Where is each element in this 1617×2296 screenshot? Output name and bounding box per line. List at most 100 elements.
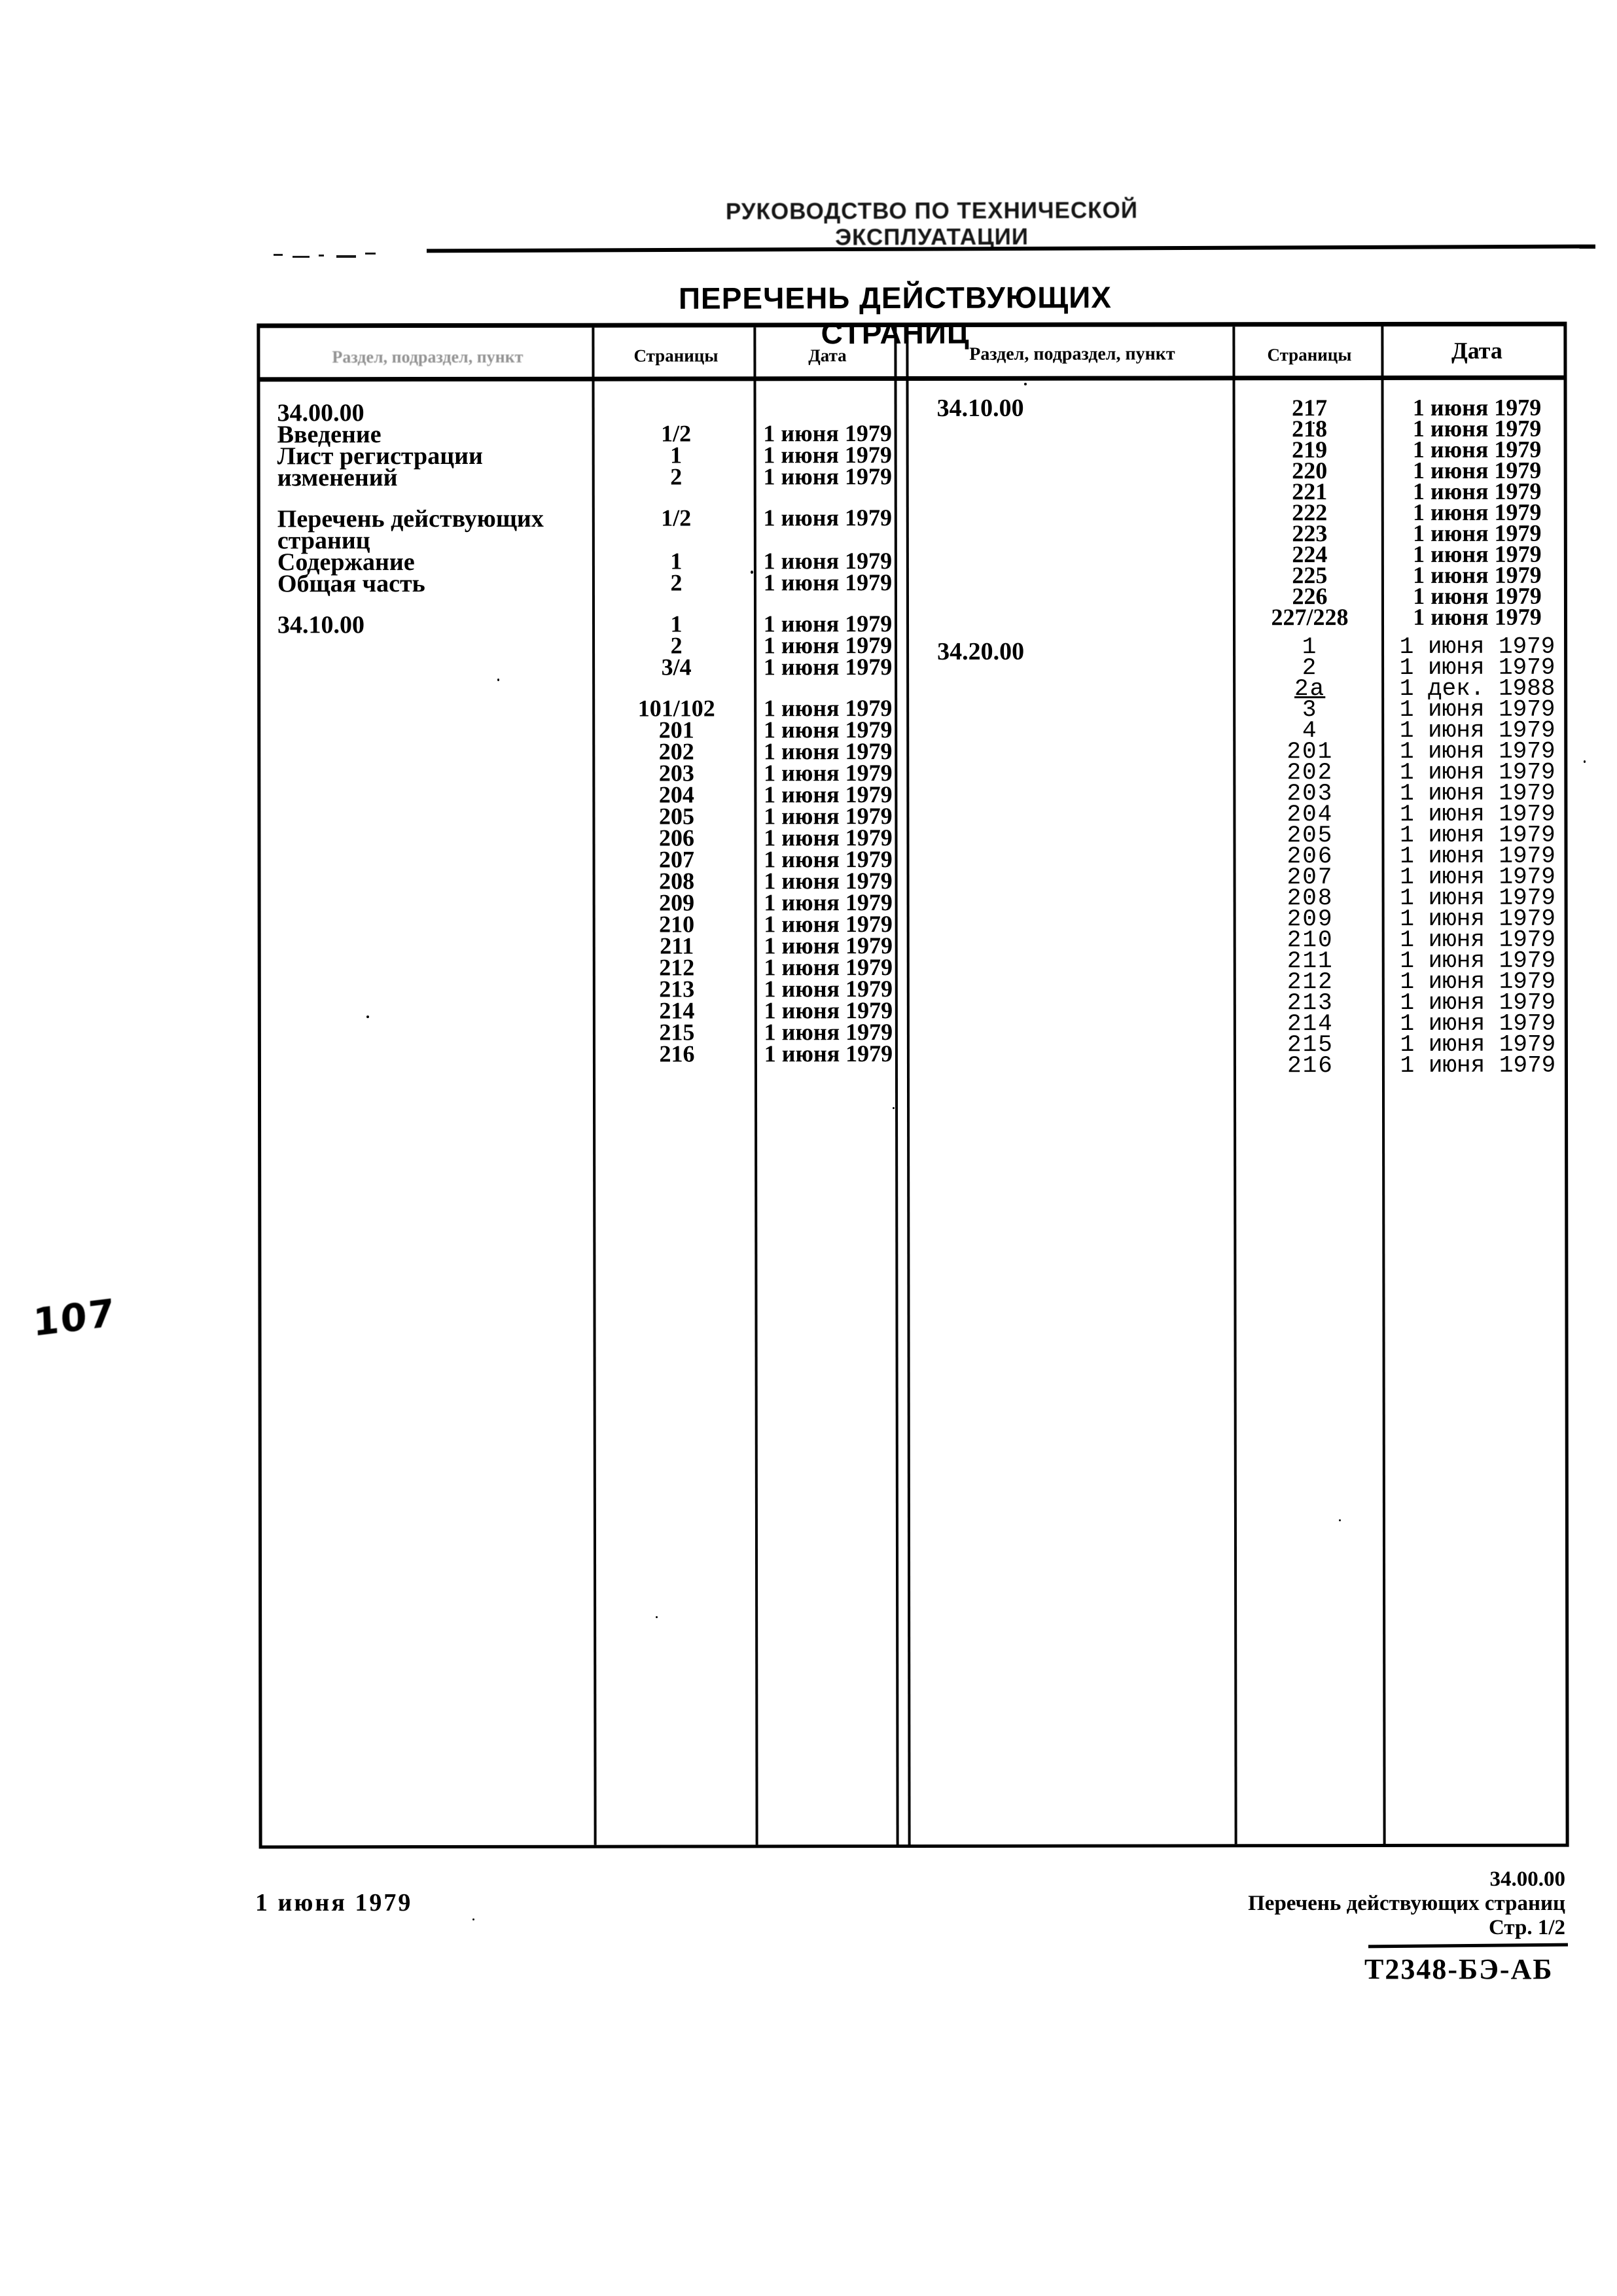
cell-section [912, 699, 1235, 721]
cell-section [912, 825, 1235, 847]
cell-date: 1 июня 1979 [763, 695, 893, 722]
cell-section: Общая часть [277, 570, 425, 598]
cell-date: 1 июня 1979 [764, 911, 893, 938]
footer-rule [1368, 1943, 1569, 1949]
cell-section [913, 951, 1236, 972]
cell-section: страниц [277, 527, 370, 555]
cell-section: 34.10.00 [277, 611, 365, 639]
cell-pages: 213 [659, 976, 695, 1002]
cell-section [913, 867, 1236, 889]
cell-date: 1 июня 1979 [763, 654, 893, 680]
scan-speck [366, 1016, 369, 1018]
cell-pages: 214 [659, 997, 695, 1024]
cell-section [912, 502, 1235, 523]
scan-speck [893, 1107, 895, 1109]
cell-date: 1 июня 1979 [764, 932, 893, 959]
cell-date: 1 июня 1979 [764, 889, 893, 916]
cell-section: 34.20.00 [937, 637, 1025, 665]
header-rule-dash [336, 255, 356, 258]
cell-section [260, 695, 595, 717]
table-row: 204 1 июня 1979 [260, 781, 898, 808]
cell-pages: 1/2 [661, 504, 692, 531]
cell-section [913, 888, 1236, 910]
footer-page-ref: Стр. 1/2 [1488, 1916, 1565, 1939]
header-rule-dash [274, 254, 283, 256]
cell-section [261, 1040, 596, 1063]
cell-pages: 208 [659, 868, 695, 894]
table-row: 216 1 июня 1979 [913, 1051, 1571, 1080]
cell-date: 1 июня 1979 [764, 824, 893, 851]
table-row: 2 1 июня 1979 [260, 631, 898, 659]
table-row: 208 1 июня 1979 [261, 867, 899, 894]
cell-pages: 212 [659, 954, 695, 981]
cell-section [260, 824, 595, 847]
cell-pages: 215 [659, 1019, 695, 1046]
table-row: 227/228 1 июня 1979 [912, 604, 1571, 631]
cell-date: 1 июня 1979 [764, 976, 893, 1002]
cell-pages: 227/228 [1271, 604, 1349, 631]
cell-date: 1 июня 1979 [764, 738, 893, 765]
footer-date: 1 июня 1979 [255, 1889, 413, 1916]
cell-date: 1 июня 1979 [1400, 1051, 1556, 1079]
scan-speck [1024, 383, 1027, 385]
header-rule-dash [293, 256, 310, 258]
cell-date: 1 июня 1979 [763, 420, 892, 447]
scan-speck [497, 679, 499, 681]
table-row: страниц [260, 525, 898, 555]
cell-section: изменений [277, 464, 398, 492]
cell-date: 1 июня 1979 [764, 868, 893, 894]
cell-section [913, 972, 1236, 993]
cell-section [912, 658, 1235, 679]
cell-date [757, 525, 898, 547]
table-row: 203 1 июня 1979 [260, 759, 898, 786]
cell-pages: 101/102 [637, 695, 715, 722]
table-right-panel-rows: 34.10.00 217 1 июня 1979 218 1 июня 1979 219 1… [912, 380, 1571, 1080]
header-rule-dash [319, 255, 324, 256]
running-header: РУКОВОДСТВО ПО ТЕХНИЧЕСКОЙ ЭКСПЛУАТАЦИИ [725, 197, 1139, 251]
table-row: 212 1 июня 1979 [261, 953, 899, 981]
row-group: 34.00.00 Введение 1/2 1 июня 1979 Лист регис… [260, 398, 898, 492]
cell-section [912, 565, 1235, 586]
table-divider-line [906, 327, 911, 1845]
cell-section [261, 997, 596, 1019]
cell-section [261, 976, 596, 998]
scan-speck [656, 1616, 658, 1618]
cell-date: 1 июня 1979 [764, 803, 893, 830]
table-row: 210 1 июня 1979 [261, 910, 899, 938]
cell-pages: 1/2 [661, 420, 692, 447]
table-row: 215 1 июня 1979 [261, 1018, 899, 1046]
header-rule-dash [365, 253, 376, 255]
cell-section: Введение [277, 421, 382, 449]
footer-reference-block: 34.00.00 Перечень действующих страниц Ст… [1248, 1867, 1565, 1940]
cell-pages: 204 [658, 781, 694, 808]
cell-section [260, 803, 595, 825]
cell-pages: 202 [658, 738, 694, 765]
cell-section [260, 781, 595, 804]
table-row: Содержание 1 1 июня 1979 [260, 547, 898, 576]
cell-section [912, 720, 1235, 742]
cell-date: 1 июня 1979 [764, 1019, 893, 1046]
cell-pages: 205 [658, 803, 694, 830]
cell-date: 1 июня 1979 [763, 569, 893, 596]
cell-pages: 201 [658, 716, 694, 743]
cell-date: 1 июня 1979 [763, 442, 892, 468]
table-row: Перечень действующих 1/2 1 июня 1979 [260, 504, 898, 533]
cell-date: 1 июня 1979 [763, 632, 893, 659]
table-row: Лист регистрации 1 1 июня 1979 [260, 441, 898, 470]
document-code: Т2348-БЭ-АБ [1364, 1953, 1554, 1985]
row-group: 34.10.00 217 1 июня 1979 218 1 июня 1979 219 1… [912, 395, 1571, 631]
cell-section [912, 741, 1235, 763]
cell-section [261, 889, 596, 911]
cell-pages: 207 [658, 846, 695, 873]
scan-speck [1313, 422, 1315, 424]
row-group: 101/102 1 июня 1979 201 1 июня 1979 202 1 июн… [260, 694, 899, 1067]
cell-section [912, 481, 1235, 503]
table-row: 209 1 июня 1979 [261, 889, 899, 916]
cell-pages: 211 [660, 932, 694, 959]
cell-section [261, 954, 596, 976]
column-header-section: Раздел, подраздел, пункт [969, 344, 1175, 364]
cell-section [912, 607, 1235, 628]
cell-section [913, 1014, 1236, 1035]
table-row: 205 1 июня 1979 [260, 802, 898, 830]
